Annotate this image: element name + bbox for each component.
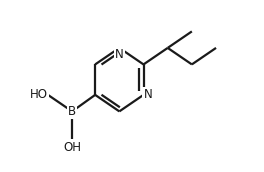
- Text: B: B: [68, 105, 76, 118]
- Text: N: N: [115, 48, 124, 61]
- Text: OH: OH: [63, 141, 81, 154]
- Text: HO: HO: [30, 88, 48, 101]
- Text: N: N: [144, 88, 152, 101]
